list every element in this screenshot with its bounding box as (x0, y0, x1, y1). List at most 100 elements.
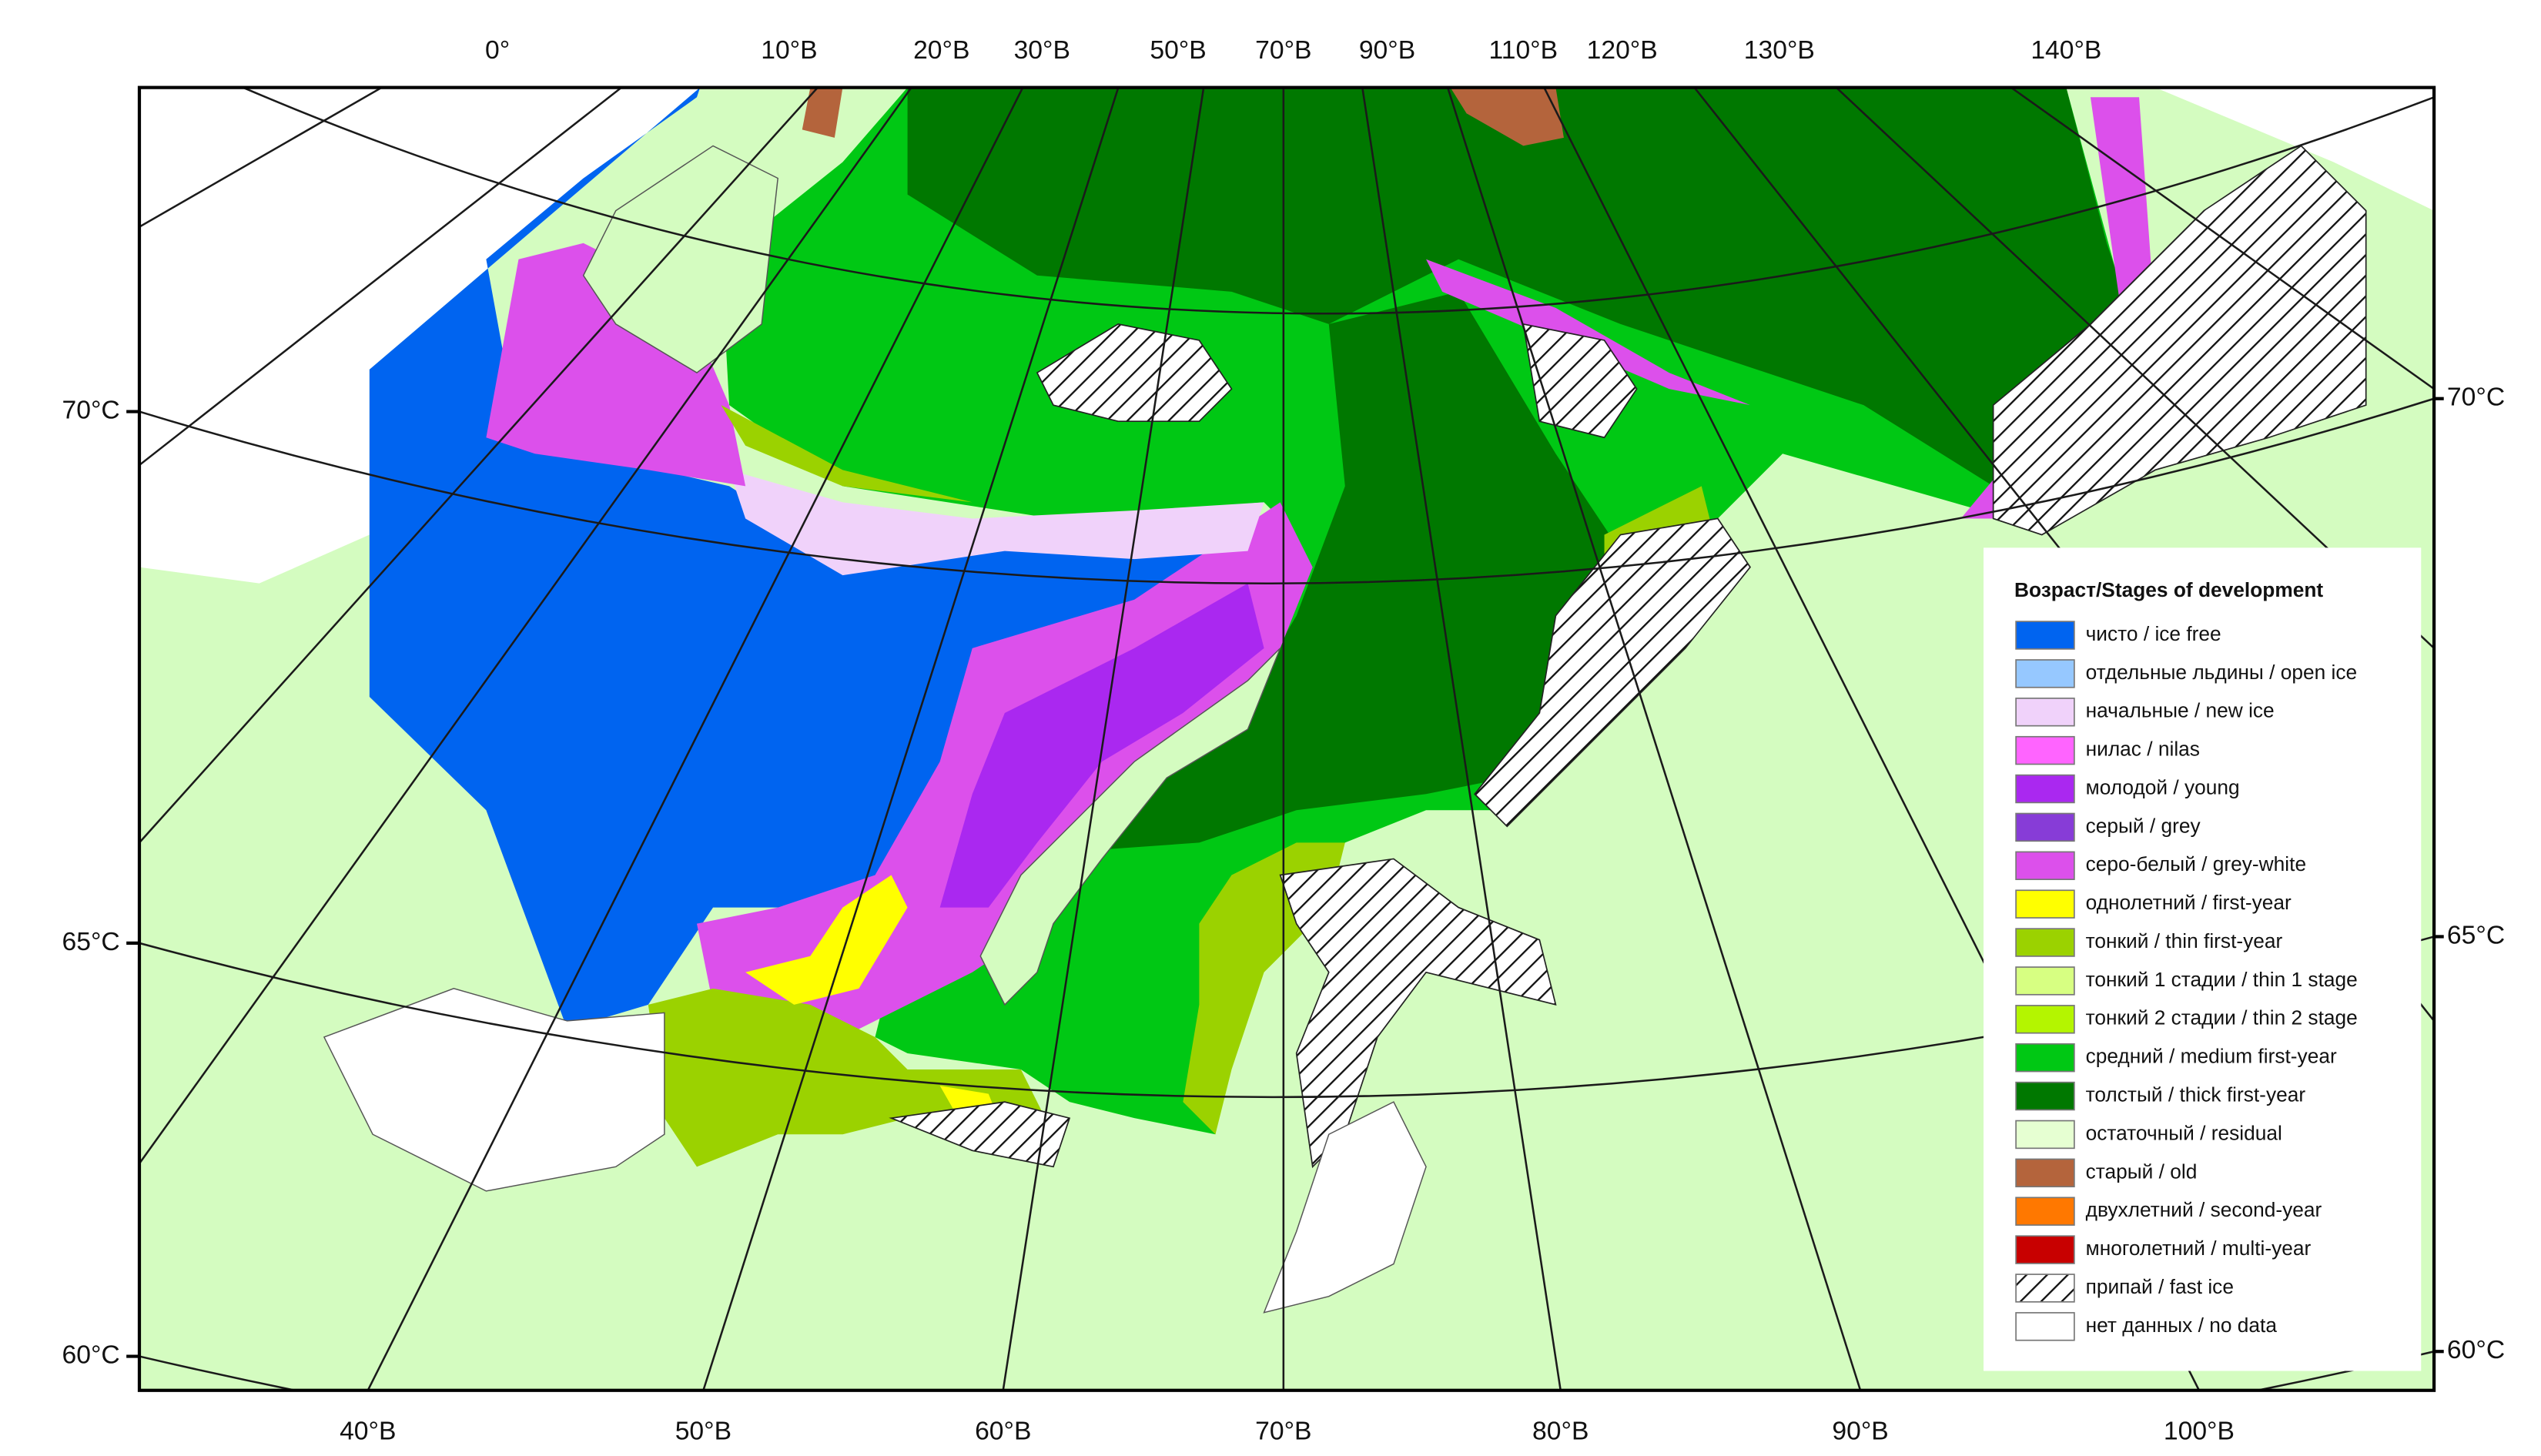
right-label: 60°С (2447, 1336, 2505, 1364)
top-label: 90°В (1359, 36, 1415, 65)
legend-swatch (2015, 735, 2075, 765)
legend-swatch (2015, 659, 2075, 688)
fast-ice (889, 1101, 1071, 1168)
thick-ice (907, 87, 2140, 487)
legend-swatch (2015, 928, 2075, 957)
legend-label: старый / old (2086, 1160, 2198, 1183)
meridian (702, 87, 1120, 1391)
bottom-label: 50°В (675, 1417, 732, 1445)
no-data-area (2155, 87, 2435, 211)
meridian (1361, 87, 1562, 1391)
meridian (1834, 87, 2435, 649)
legend-label: начальные / new ice (2086, 699, 2275, 722)
legend-swatch (2015, 1312, 2075, 1341)
map-frame (137, 85, 2436, 1392)
fast-ice (1036, 323, 1233, 423)
legend: Возраст/Stages of development чисто / ic… (1984, 547, 2422, 1371)
legend-label: нет данных / no data (2086, 1314, 2278, 1337)
legend-swatch (2015, 1158, 2075, 1188)
top-label: 140°В (2030, 36, 2101, 65)
legend-swatch (2015, 1197, 2075, 1226)
bottom-label: 90°В (1832, 1417, 1888, 1445)
top-label: 120°В (1587, 36, 1658, 65)
no-data-area (1263, 1101, 1427, 1314)
fast-ice (1522, 323, 1638, 439)
top-label: 110°В (1489, 36, 1558, 65)
bottom-label: 40°В (340, 1417, 396, 1445)
legend-label: многолетний / multi-year (2086, 1237, 2312, 1260)
legend-label: тонкий / thin first-year (2086, 929, 2283, 952)
top-label: 0° (485, 36, 510, 65)
legend-title: Возраст/Stages of development (2014, 578, 2323, 601)
legend-swatch (2015, 621, 2075, 650)
legend-swatch (2015, 1274, 2075, 1303)
legend-label: двухлетний / second-year (2086, 1198, 2322, 1221)
legend-label: остаточный / residual (2086, 1121, 2282, 1144)
thin-ice (721, 405, 973, 503)
top-label: 30°В (1014, 36, 1070, 65)
thick-ice (1086, 291, 1621, 851)
right-label: 65°С (2447, 921, 2505, 949)
meridian (367, 87, 1024, 1391)
legend-swatch (2015, 1235, 2075, 1264)
meridian (139, 87, 624, 467)
legend-label: нилас / nilas (2086, 738, 2200, 761)
parallel (139, 397, 2435, 584)
meridian (2009, 87, 2435, 390)
graticule (139, 87, 2435, 1391)
legend-label: отдельные льдины / open ice (2086, 661, 2358, 684)
island (979, 648, 1281, 1006)
legend-label: тонкий 1 стадии / thin 1 stage (2086, 968, 2358, 991)
legend-label: припай / fast ice (2086, 1275, 2234, 1298)
legend-swatch (2015, 1120, 2075, 1150)
legend-label: средний / medium first-year (2086, 1045, 2337, 1068)
new-ice (729, 470, 1264, 576)
meridian (1446, 87, 1862, 1391)
bottom-label: 70°В (1255, 1417, 1311, 1445)
bottom-label: 100°В (2164, 1417, 2235, 1445)
top-label: 10°В (761, 36, 817, 65)
old-ice (1450, 87, 1564, 146)
left-label: 70°С (62, 396, 120, 424)
parallel (243, 87, 2435, 315)
no-data-area (139, 87, 701, 584)
legend-label: серый / grey (2086, 814, 2201, 837)
old-ice (802, 87, 843, 138)
bottom-label: 80°В (1532, 1417, 1589, 1445)
right-label: 70°С (2447, 383, 2505, 412)
legend-label: тонкий 2 стадии / thin 2 stage (2086, 1006, 2358, 1029)
legend-label: толстый / thick first-year (2086, 1083, 2306, 1106)
legend-swatch (2015, 1081, 2075, 1111)
top-label: 20°В (913, 36, 969, 65)
first-year-ice (745, 875, 908, 1005)
left-label: 60°С (62, 1341, 120, 1369)
grey-white-ice (1426, 259, 1750, 406)
fast-ice (1992, 145, 2367, 536)
meridian (139, 87, 819, 844)
legend-label: серо-белый / grey-white (2086, 852, 2306, 875)
top-label: 130°В (1744, 36, 1815, 65)
legend-swatch (2015, 966, 2075, 996)
fast-ice (1474, 517, 1752, 828)
bottom-label: 60°В (975, 1417, 1031, 1445)
grey-white-ice (1960, 97, 2156, 519)
legend-label: чисто / ice free (2086, 622, 2221, 645)
top-label: 50°В (1150, 36, 1206, 65)
meridian (1002, 87, 1205, 1391)
meridian (139, 87, 913, 1164)
legend-swatch (2015, 698, 2075, 727)
legend-swatch (2015, 851, 2075, 881)
legend-label: однолетний / first-year (2086, 891, 2292, 914)
legend-label: молодой / young (2086, 775, 2240, 798)
meridian (139, 87, 384, 228)
top-label: 70°В (1255, 36, 1311, 65)
legend-swatch (2015, 1005, 2075, 1034)
left-label: 65°С (62, 928, 120, 956)
legend-swatch (2015, 774, 2075, 804)
island (582, 145, 778, 373)
legend-swatch (2015, 812, 2075, 842)
legend-swatch (2015, 1043, 2075, 1073)
fast-ice (1279, 858, 1557, 1169)
